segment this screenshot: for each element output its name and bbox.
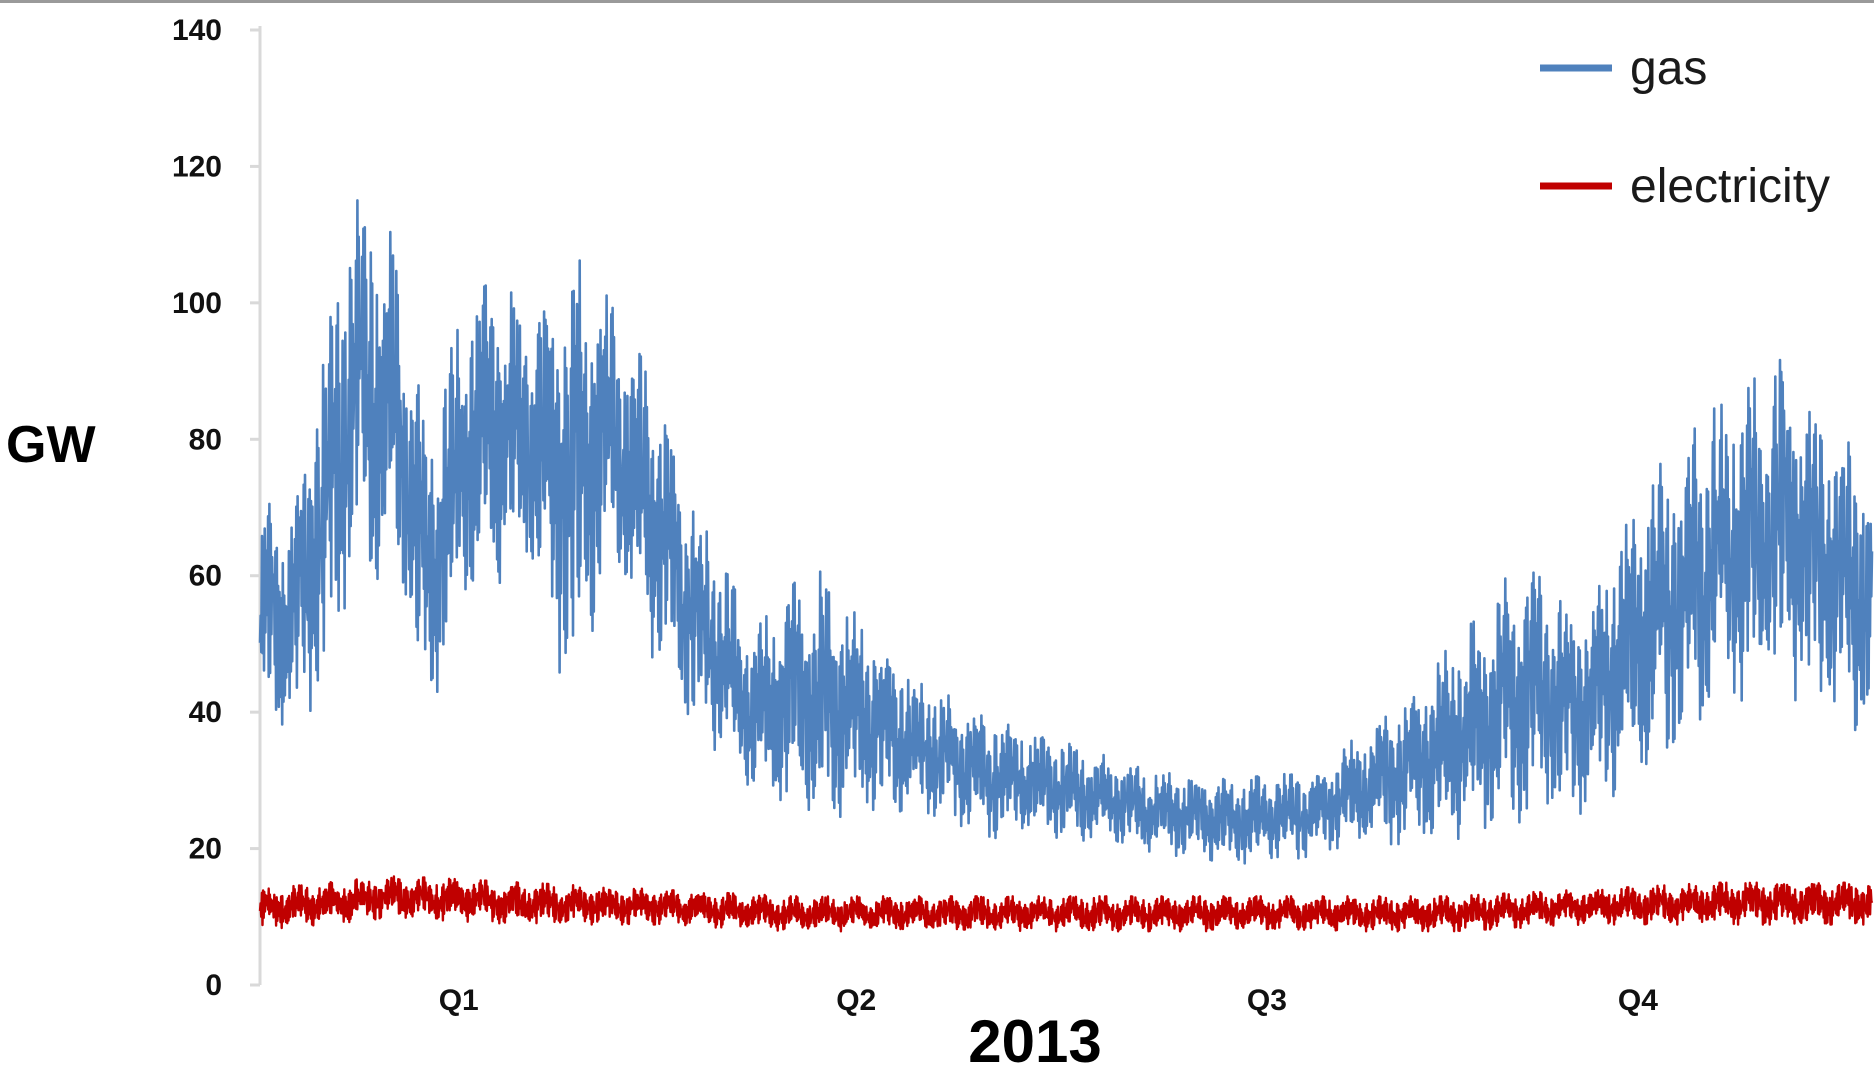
y-axis-title: GW bbox=[6, 416, 96, 474]
y-tick-label: 140 bbox=[172, 14, 222, 47]
legend-label-gas: gas bbox=[1630, 42, 1707, 95]
y-tick-label: 0 bbox=[205, 969, 222, 1002]
top-border bbox=[0, 0, 1874, 3]
series-line-electricity bbox=[258, 875, 1874, 933]
y-tick-label: 60 bbox=[189, 560, 222, 593]
legend-label-electricity: electricity bbox=[1630, 160, 1830, 213]
y-tick-label: 100 bbox=[172, 287, 222, 320]
plot-area bbox=[258, 199, 1874, 933]
x-tick-label: Q2 bbox=[836, 984, 876, 1017]
series-line-gas bbox=[258, 199, 1874, 865]
y-tick-label: 20 bbox=[189, 833, 222, 866]
x-tick-labels: Q1 Q2 Q3 Q4 bbox=[439, 984, 1659, 1017]
x-tick-label: Q1 bbox=[439, 984, 479, 1017]
y-tick-label: 40 bbox=[189, 696, 222, 729]
x-tick-label: Q3 bbox=[1247, 984, 1287, 1017]
x-axis-title: 2013 bbox=[968, 1008, 1101, 1074]
y-tick-labels: 0 20 40 60 80 100 120 140 bbox=[172, 14, 260, 1002]
y-tick-label: 120 bbox=[172, 150, 222, 183]
y-tick-label: 80 bbox=[189, 423, 222, 456]
x-tick-label: Q4 bbox=[1618, 984, 1658, 1017]
legend[interactable]: gas electricity bbox=[1540, 42, 1830, 213]
